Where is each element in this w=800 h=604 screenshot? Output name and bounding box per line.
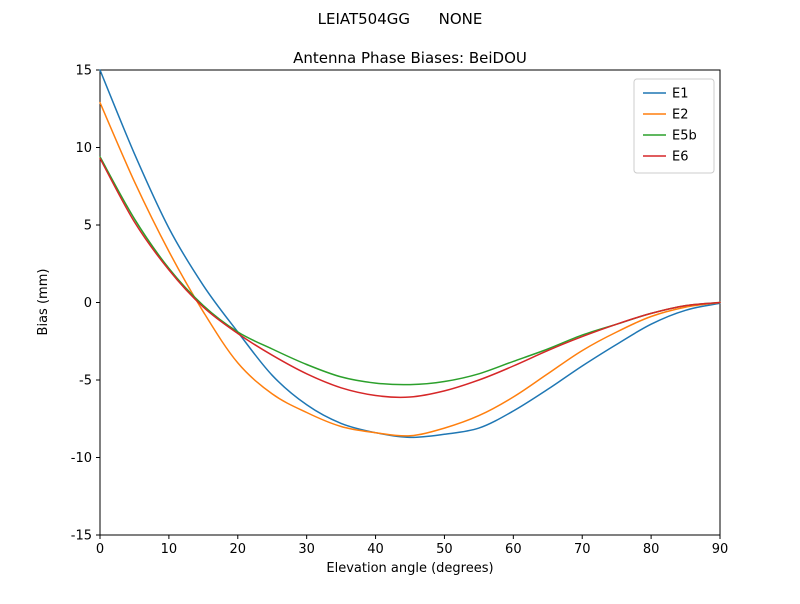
y-tick-label: 15 [75, 64, 92, 79]
y-tick-label: 0 [84, 296, 92, 311]
x-tick-label: 80 [643, 542, 660, 557]
x-tick-label: 0 [96, 542, 104, 557]
series-line-E6 [99, 157, 721, 399]
plot-frame [99, 69, 721, 536]
x-tick-label: 40 [367, 542, 384, 557]
y-tick-label: -10 [71, 451, 92, 466]
y-tick-label: 5 [84, 219, 92, 234]
legend-label-E5b: E5b [672, 129, 697, 144]
y-axis-label: Bias (mm) [36, 269, 51, 336]
x-tick-label: 60 [505, 542, 522, 557]
y-tick-label: 10 [75, 141, 92, 156]
legend-label-E2: E2 [672, 108, 689, 123]
y-tick-label: -15 [71, 529, 92, 544]
chart-title: Antenna Phase Biases: BeiDOU [293, 49, 527, 67]
x-tick-label: 70 [574, 542, 591, 557]
legend-label-E6: E6 [672, 150, 689, 165]
x-tick-label: 30 [298, 542, 315, 557]
figure-suptitle: LEIAT504GG NONE [318, 10, 483, 28]
x-axis-label: Elevation angle (degrees) [326, 561, 493, 576]
x-tick-label: 90 [712, 542, 729, 557]
x-tick-label: 50 [436, 542, 453, 557]
legend-label-E1: E1 [672, 87, 689, 102]
x-tick-label: 20 [230, 542, 247, 557]
legend-box [633, 78, 715, 174]
series-line-E1 [99, 69, 721, 439]
y-tick-label: -5 [79, 374, 92, 389]
x-tick-label: 10 [161, 542, 178, 557]
